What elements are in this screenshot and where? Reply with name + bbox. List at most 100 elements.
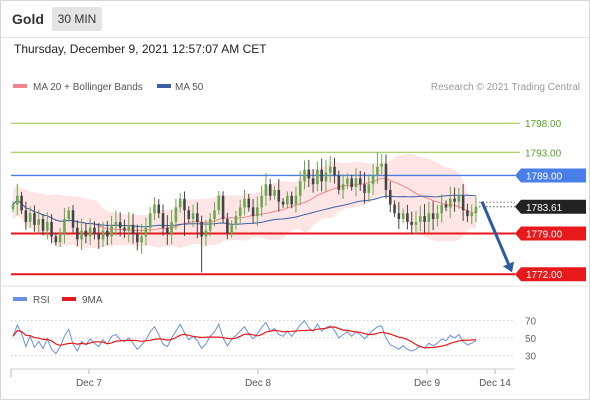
- candle-body: [131, 224, 135, 234]
- candle-body: [174, 207, 178, 222]
- candle: [157, 199, 161, 219]
- candle: [294, 186, 298, 213]
- candle: [174, 199, 178, 230]
- candle: [264, 173, 268, 206]
- candle: [226, 212, 229, 240]
- candle: [418, 205, 422, 232]
- candle: [37, 209, 41, 234]
- candle-body: [358, 178, 362, 185]
- rsi-line: [12, 319, 477, 355]
- candle-body: [37, 219, 41, 225]
- candle: [41, 214, 45, 236]
- candle: [136, 224, 139, 251]
- candle: [191, 204, 195, 227]
- candle-body: [20, 195, 23, 211]
- candle-body: [208, 219, 212, 231]
- candle-body: [388, 190, 392, 205]
- candle-body: [170, 221, 173, 234]
- candle-body: [58, 233, 62, 243]
- candle-body: [101, 230, 105, 240]
- last-price-label: 1783.61: [526, 203, 563, 214]
- candle: [161, 204, 165, 236]
- candle-body: [123, 227, 126, 231]
- candle-body: [273, 190, 276, 196]
- candle-body: [71, 210, 75, 228]
- candle: [63, 207, 66, 244]
- candle: [281, 197, 285, 208]
- candle-body: [316, 169, 319, 185]
- price-legend: MA 20 + Bollinger Bands MA 50 Research ©…: [13, 82, 580, 93]
- candle-body: [114, 221, 118, 225]
- candle: [307, 159, 311, 188]
- candle-body: [217, 195, 221, 211]
- candle-body: [54, 236, 58, 243]
- key-levels: 1798.00 1793.00 1789.00 1779.00 1772.00: [11, 119, 586, 282]
- level-tag-1779.00: [515, 226, 586, 241]
- candle: [328, 155, 332, 183]
- timeframe-badge[interactable]: 30 MIN: [52, 7, 102, 31]
- candle-body: [380, 163, 383, 167]
- candle-body: [423, 216, 426, 222]
- candle-body: [311, 178, 315, 185]
- candle-body: [414, 221, 418, 225]
- ma50-legend-label: MA 50: [175, 82, 204, 93]
- level-tag-1789.00: [515, 168, 586, 183]
- candle: [97, 223, 101, 249]
- candle: [58, 228, 62, 247]
- candle: [440, 194, 443, 223]
- candle: [28, 206, 32, 229]
- candle: [71, 205, 75, 233]
- candle: [204, 219, 208, 247]
- candle: [84, 223, 88, 244]
- candle-body: [466, 210, 469, 217]
- candle: [110, 215, 113, 245]
- candle: [470, 204, 473, 225]
- candle: [358, 170, 362, 191]
- candle-body: [436, 213, 439, 220]
- candle-body: [16, 195, 19, 205]
- rsi-ma-legend-swatch: [62, 297, 76, 301]
- candle-body: [406, 213, 409, 222]
- candle: [76, 220, 79, 247]
- candle: [123, 219, 126, 239]
- candle-body: [294, 195, 298, 205]
- time-axis-label-Dec-7: Dec 7: [76, 378, 103, 389]
- candle-body: [88, 227, 92, 237]
- candle-body: [110, 224, 113, 237]
- candle: [324, 160, 328, 193]
- candle: [354, 168, 358, 197]
- candle: [101, 221, 105, 248]
- candle-body: [46, 221, 49, 231]
- candle: [298, 170, 302, 206]
- candle-body: [183, 198, 186, 211]
- candle: [384, 154, 388, 199]
- rsi-legend-swatch: [13, 297, 27, 301]
- candle-body: [67, 210, 71, 220]
- candle-body: [393, 204, 396, 214]
- candle: [431, 200, 435, 231]
- candle-body: [474, 206, 478, 214]
- candle-body: [376, 166, 379, 176]
- rsi-pane: 70 50 30: [11, 317, 537, 362]
- candle-body: [457, 195, 461, 202]
- candle-body: [230, 224, 233, 234]
- ma50-legend-swatch: [157, 84, 171, 88]
- candle: [217, 190, 221, 215]
- time-axis-label-Dec-9: Dec 9: [414, 378, 441, 389]
- candle: [393, 200, 396, 217]
- candle-body: [260, 195, 263, 208]
- candle: [406, 204, 409, 230]
- projection-arrow-shaft: [480, 201, 510, 265]
- candle: [303, 160, 306, 190]
- candle: [397, 202, 401, 229]
- candle: [247, 194, 251, 212]
- candle-body: [363, 184, 366, 193]
- candle: [243, 189, 246, 216]
- candle-body: [243, 198, 246, 208]
- candle: [166, 215, 169, 245]
- candle-body: [84, 230, 88, 237]
- candle: [67, 206, 71, 223]
- rsi-tick-30: 30: [525, 351, 537, 362]
- candle: [277, 178, 281, 212]
- candle-body: [157, 204, 161, 214]
